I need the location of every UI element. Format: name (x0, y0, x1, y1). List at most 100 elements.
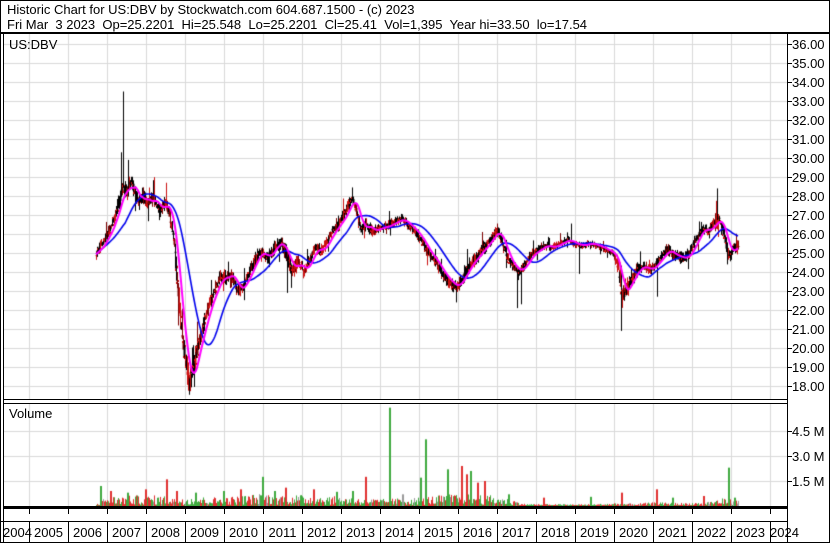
year-tick-stub (263, 509, 264, 514)
price-axis-tick-mark (787, 234, 792, 235)
year-divider (29, 521, 30, 542)
price-axis-tick-mark (787, 253, 792, 254)
year-tick-stub (341, 509, 342, 514)
year-label: 2007 (112, 525, 141, 540)
year-divider (692, 521, 693, 542)
price-axis-tick-label: 22.00 (792, 303, 825, 318)
year-divider (302, 521, 303, 542)
volume-axis-tick-label: 3.0 M (792, 449, 825, 464)
year-tick-stub (380, 509, 381, 514)
year-tick-stub (770, 509, 771, 514)
year-label: 2020 (619, 525, 648, 540)
volume-baseline (3, 506, 787, 509)
pane-right-border (787, 34, 788, 542)
year-tick-stub (185, 509, 186, 514)
symbol-label: US:DBV (9, 37, 58, 52)
year-divider (614, 521, 615, 542)
year-tick-stub (497, 509, 498, 514)
year-divider (146, 521, 147, 542)
price-axis-tick-label: 28.00 (792, 189, 825, 204)
volume-axis-tick-label: 4.5 M (792, 424, 825, 439)
x-axis-top-border (1, 521, 788, 522)
year-divider (263, 521, 264, 542)
year-label: 2022 (697, 525, 726, 540)
price-axis-tick-mark (787, 272, 792, 273)
year-divider (575, 521, 576, 542)
price-axis-tick-mark (787, 215, 792, 216)
price-axis-tick-label: 24.00 (792, 265, 825, 280)
year-tick-stub (419, 509, 420, 514)
year-label: 2012 (307, 525, 336, 540)
year-divider (341, 521, 342, 542)
price-axis-tick-mark (787, 139, 792, 140)
price-axis-tick-label: 19.00 (792, 360, 825, 375)
chart-title: Historic Chart for US:DBV by Stockwatch.… (7, 2, 415, 17)
price-axis-tick-label: 33.00 (792, 94, 825, 109)
price-axis-tick-mark (787, 177, 792, 178)
price-axis-tick-label: 32.00 (792, 113, 825, 128)
year-label: 2008 (151, 525, 180, 540)
volume-axis-tick-label: 1.5 M (792, 474, 825, 489)
price-axis-tick-mark (787, 158, 792, 159)
year-divider (224, 521, 225, 542)
year-tick-stub (536, 509, 537, 514)
price-axis-tick-label: 23.00 (792, 284, 825, 299)
year-divider (380, 521, 381, 542)
year-tick-stub (614, 509, 615, 514)
price-axis-tick-label: 36.00 (792, 37, 825, 52)
year-label: 2010 (229, 525, 258, 540)
year-label: 2006 (73, 525, 102, 540)
price-axis-tick-mark (787, 63, 792, 64)
price-axis-tick-label: 30.00 (792, 151, 825, 166)
price-axis-tick-label: 21.00 (792, 322, 825, 337)
year-tick-stub (458, 509, 459, 514)
year-tick-stub (653, 509, 654, 514)
year-label: 2024 (770, 525, 799, 540)
price-axis-tick-mark (787, 120, 792, 121)
year-tick-stub (107, 509, 108, 514)
year-label: 2015 (424, 525, 453, 540)
price-candlestick-canvas (3, 34, 787, 399)
price-axis-tick-label: 26.00 (792, 227, 825, 242)
year-label: 2011 (268, 525, 297, 540)
year-label: 2009 (190, 525, 219, 540)
price-axis-tick-label: 27.00 (792, 208, 825, 223)
year-divider (107, 521, 108, 542)
year-tick-stub (146, 509, 147, 514)
pane-divider-bottom (3, 403, 787, 404)
price-axis-tick-label: 29.00 (792, 170, 825, 185)
price-axis-tick-mark (787, 291, 792, 292)
price-axis-tick-label: 35.00 (792, 56, 825, 71)
price-axis-tick-mark (787, 310, 792, 311)
price-axis-tick-mark (787, 82, 792, 83)
year-tick-stub (29, 509, 30, 514)
year-tick-stub (224, 509, 225, 514)
volume-axis-tick-mark (787, 481, 792, 482)
price-axis-tick-label: 31.00 (792, 132, 825, 147)
year-divider (419, 521, 420, 542)
year-tick-stub (575, 509, 576, 514)
year-label: 2016 (463, 525, 492, 540)
price-axis-tick-mark (787, 329, 792, 330)
volume-axis-tick-mark (787, 431, 792, 432)
price-axis-tick-mark (787, 196, 792, 197)
year-divider (458, 521, 459, 542)
quote-summary: Fri Mar 3 2023 Op=25.2201 Hi=25.548 Lo=2… (7, 17, 588, 32)
year-tick-stub (302, 509, 303, 514)
year-divider (731, 521, 732, 542)
year-label: 2004 (3, 525, 32, 540)
pane-divider-top (3, 399, 787, 400)
volume-axis-tick-mark (787, 456, 792, 457)
year-label: 2023 (736, 525, 765, 540)
year-divider (185, 521, 186, 542)
price-axis-tick-label: 18.00 (792, 379, 825, 394)
year-label: 2014 (385, 525, 414, 540)
header-divider (1, 32, 829, 34)
year-tick-stub (692, 509, 693, 514)
year-label: 2013 (346, 525, 375, 540)
year-divider (653, 521, 654, 542)
price-axis-tick-mark (787, 101, 792, 102)
volume-pane-label: Volume (9, 406, 53, 421)
price-axis-tick-mark (787, 367, 792, 368)
